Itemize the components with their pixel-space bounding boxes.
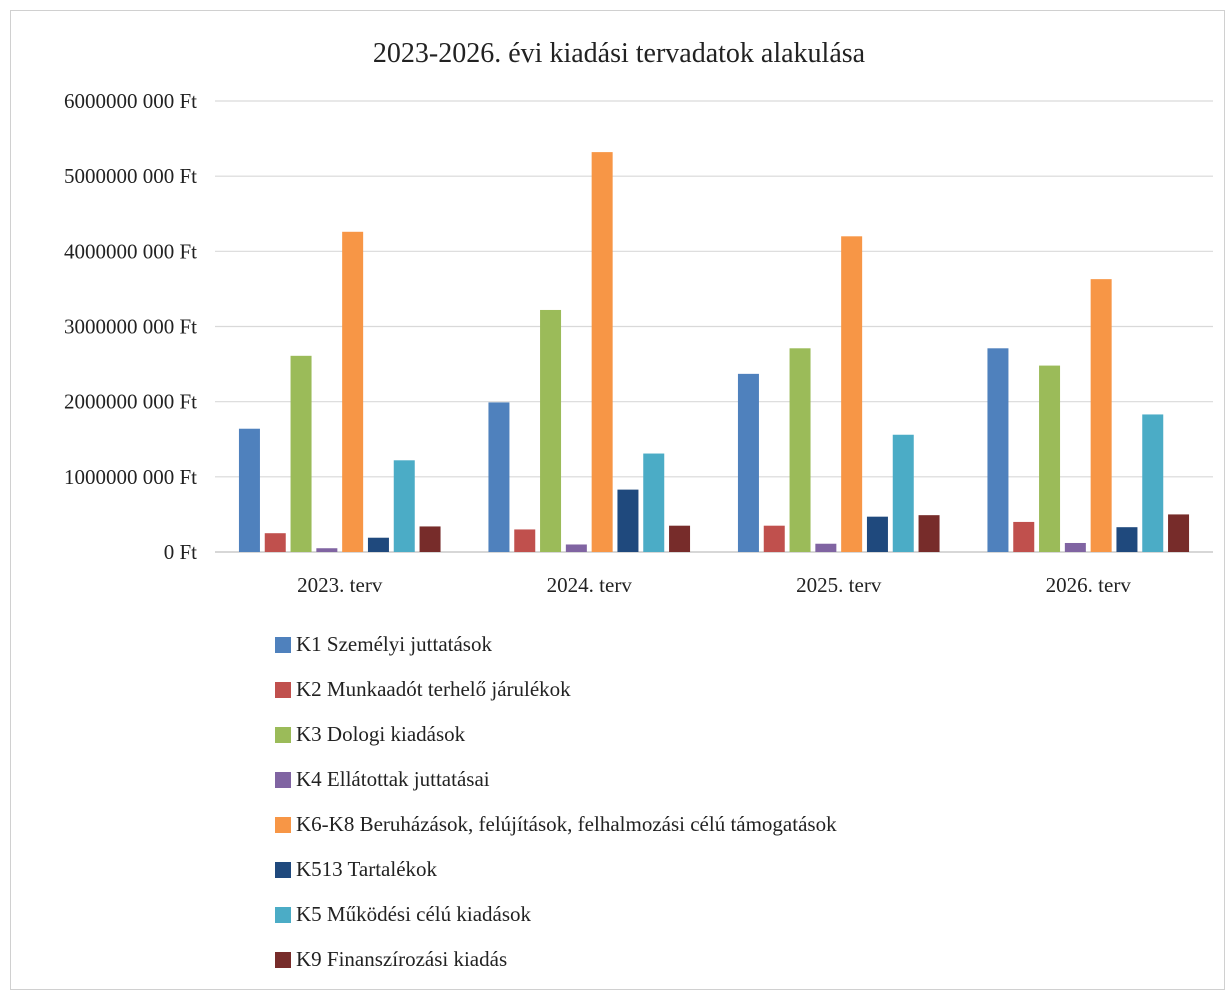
legend-label: K6-K8 Beruházások, felújítások, felhalmo…	[296, 812, 837, 836]
bars	[238, 152, 1190, 553]
legend-item: K5 Működési célú kiadások	[275, 892, 837, 937]
y-tick-label: 1000000 000 Ft	[64, 465, 197, 489]
bar	[290, 355, 312, 552]
bar	[617, 489, 639, 552]
y-tick-label: 3000000 000 Ft	[64, 315, 197, 339]
legend-swatch	[275, 771, 291, 788]
legend-item: K3 Dologi kiadások	[275, 712, 837, 757]
bar	[669, 525, 691, 552]
legend: K1 Személyi juttatások K2 Munkaadót terhe…	[275, 622, 837, 982]
bar	[987, 348, 1009, 552]
bar	[591, 152, 613, 552]
legend-item: K6-K8 Beruházások, felújítások, felhalmo…	[275, 802, 837, 847]
bar	[643, 453, 665, 552]
bar	[815, 543, 837, 552]
bar	[737, 373, 759, 552]
bar	[918, 515, 940, 552]
legend-swatch	[275, 636, 291, 653]
bar	[763, 525, 785, 552]
bar	[488, 402, 510, 552]
x-tick-label: 2025. terv	[796, 573, 882, 597]
bar	[393, 460, 415, 552]
bar	[540, 309, 562, 552]
legend-label: K3 Dologi kiadások	[296, 722, 466, 746]
legend-label: K5 Működési célú kiadások	[296, 902, 532, 926]
bar	[342, 231, 364, 553]
bar	[1168, 514, 1190, 552]
bar	[238, 428, 260, 552]
bar	[1116, 527, 1138, 552]
bar	[316, 548, 338, 552]
y-tick-label: 6000000 000 Ft	[64, 89, 197, 113]
legend-swatch	[275, 951, 291, 968]
y-tick-label: 2000000 000 Ft	[64, 390, 197, 414]
legend-item: K2 Munkaadót terhelő járulékok	[275, 667, 837, 712]
bar	[264, 533, 286, 552]
y-tick-label: 5000000 000 Ft	[64, 164, 197, 188]
bar	[1090, 279, 1112, 552]
legend-label: K4 Ellátottak juttatásai	[296, 767, 490, 791]
bar	[565, 544, 587, 552]
legend-label: K9 Finanszírozási kiadás	[296, 947, 508, 971]
chart-title: 2023-2026. évi kiadási tervadatok alakul…	[373, 38, 866, 69]
bar	[789, 348, 811, 552]
legend-label: K513 Tartalékok	[296, 857, 438, 881]
bar	[1039, 365, 1061, 552]
bar	[892, 434, 914, 552]
gridlines	[215, 100, 1213, 553]
legend-item: K4 Ellátottak juttatásai	[275, 757, 837, 802]
legend-swatch	[275, 861, 291, 878]
legend-swatch	[275, 816, 291, 833]
legend-swatch	[275, 681, 291, 698]
bar	[866, 516, 888, 552]
y-tick-label: 0 Ft	[164, 540, 197, 564]
x-tick-label: 2026. terv	[1046, 573, 1132, 597]
legend-item: K1 Személyi juttatások	[275, 622, 837, 667]
legend-swatch	[275, 726, 291, 743]
bar	[1142, 414, 1164, 552]
x-tick-label: 2024. terv	[547, 573, 633, 597]
x-tick-labels: 2023. terv 2024. terv 2025. terv 2026. terv	[297, 573, 1131, 597]
bar	[419, 526, 441, 552]
legend-label: K2 Munkaadót terhelő járulékok	[296, 677, 571, 701]
bar	[1013, 521, 1035, 552]
x-tick-label: 2023. terv	[297, 573, 383, 597]
legend-swatch	[275, 906, 291, 923]
y-tick-labels: 0 Ft 1000000 000 Ft 2000000 000 Ft 3000000 …	[64, 89, 197, 564]
y-tick-label: 4000000 000 Ft	[64, 239, 197, 263]
bar	[367, 537, 389, 552]
bar	[514, 529, 536, 552]
bar	[841, 236, 863, 553]
legend-label: K1 Személyi juttatások	[296, 632, 492, 656]
bar	[1064, 542, 1086, 552]
legend-item: K513 Tartalékok	[275, 847, 837, 892]
legend-item: K9 Finanszírozási kiadás	[275, 937, 837, 982]
